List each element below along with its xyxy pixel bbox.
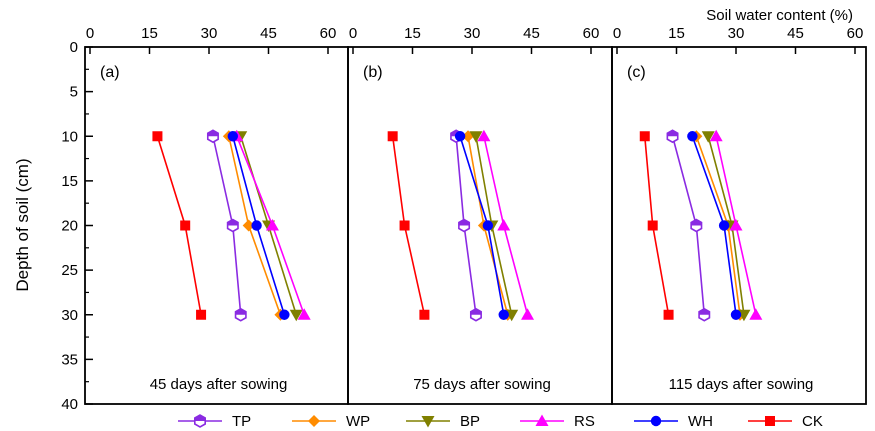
legend-marker-CK xyxy=(765,416,775,426)
legend-item-CK: CK xyxy=(748,413,823,430)
y-tick-label-5: 5 xyxy=(70,84,78,101)
point-WH-2-20 xyxy=(482,220,494,231)
x-tick-label-3-0: 0 xyxy=(613,25,621,42)
point-WH-3-30 xyxy=(730,309,742,320)
point-CK-1-20 xyxy=(180,220,191,231)
legend-label-RS: RS xyxy=(574,413,595,430)
x-tick-label-3-30: 30 xyxy=(728,25,745,42)
legend-marker-WH xyxy=(650,415,662,427)
x-tick-label-1-45: 45 xyxy=(260,25,277,42)
panel-label-1: (a) xyxy=(100,64,120,81)
legend-item-TP: TP xyxy=(178,413,251,430)
x-tick-label-1-60: 60 xyxy=(320,25,337,42)
panel-caption-2: 75 days after sowing xyxy=(413,376,551,393)
legend: TP WP BP RS WH CK xyxy=(178,413,823,430)
legend-marker-RS xyxy=(535,414,549,426)
x-tick-label-3-60: 60 xyxy=(847,25,864,42)
panel-label-3: (c) xyxy=(627,64,646,81)
point-WP-1-20 xyxy=(242,219,255,232)
y-tick-label-15: 15 xyxy=(61,173,78,190)
legend-label-CK: CK xyxy=(802,413,823,430)
x-tick-label-2-30: 30 xyxy=(464,25,481,42)
y-tick-label-10: 10 xyxy=(61,128,78,145)
y-axis-title: Depth of soil (cm) xyxy=(13,158,32,291)
point-TP-1-20 xyxy=(226,218,239,233)
legend-item-WH: WH xyxy=(634,413,713,430)
legend-label-WH: WH xyxy=(688,413,713,430)
x-tick-label-3-45: 45 xyxy=(787,25,804,42)
point-CK-2-10 xyxy=(387,131,398,142)
point-BP-3-10 xyxy=(701,131,715,143)
plot-area: 0 5 10 15 20 25 30 35 40 0 15 30 45 60 (a) 45 days afte… xyxy=(61,25,867,413)
panel-caption-3: 115 days after sowing xyxy=(669,376,814,393)
x-tick-label-2-45: 45 xyxy=(523,25,540,42)
point-BP-1-30 xyxy=(289,309,303,322)
point-RS-2-20 xyxy=(497,219,511,231)
x-tick-label-1-0: 0 xyxy=(86,25,94,42)
point-CK-3-20 xyxy=(647,220,658,231)
y-tick-label-25: 25 xyxy=(61,262,78,279)
point-CK-3-10 xyxy=(639,131,650,142)
point-CK-2-20 xyxy=(399,220,410,231)
x-tick-label-1-30: 30 xyxy=(201,25,218,42)
y-tick-label-35: 35 xyxy=(61,351,78,368)
panel-2: 0 15 30 45 60 (b) 75 days after sowing xyxy=(347,25,613,405)
point-RS-3-30 xyxy=(749,308,763,320)
point-RS-2-30 xyxy=(521,308,535,320)
legend-item-RS: RS xyxy=(520,413,595,430)
point-CK-1-30 xyxy=(196,309,207,320)
x-tick-label-2-60: 60 xyxy=(583,25,600,42)
point-TP-3-30 xyxy=(698,307,711,322)
panel-1: 0 15 30 45 60 (a) 45 days after sowing xyxy=(84,25,349,405)
series-line-CK-1 xyxy=(156,136,202,315)
point-CK-3-30 xyxy=(663,309,674,320)
x-tick-label-3-15: 15 xyxy=(668,25,685,42)
point-WH-2-30 xyxy=(498,309,509,320)
point-BP-2-10 xyxy=(469,131,483,143)
panel-frame-3 xyxy=(611,46,867,405)
point-WH-3-20 xyxy=(718,220,730,231)
point-TP-2-30 xyxy=(469,307,482,322)
point-RS-3-20 xyxy=(729,219,743,231)
point-CK-1-10 xyxy=(152,131,163,142)
legend-marker-WP xyxy=(308,415,320,427)
y-tick-label-0: 0 xyxy=(70,39,78,56)
point-TP-2-20 xyxy=(458,218,471,233)
y-tick-label-30: 30 xyxy=(61,307,78,324)
panel-label-2: (b) xyxy=(363,64,383,81)
point-TP-1-30 xyxy=(234,307,247,322)
point-TP-3-10 xyxy=(666,129,679,144)
point-WH-1-20 xyxy=(251,220,262,231)
legend-item-WP: WP xyxy=(292,413,370,430)
x-axis-title: Soil water content (%) xyxy=(706,7,853,24)
legend-label-BP: BP xyxy=(460,413,480,430)
y-tick-label-40: 40 xyxy=(61,396,78,413)
point-RS-1-30 xyxy=(297,308,311,320)
point-WH-1-30 xyxy=(279,309,290,320)
legend-item-BP: BP xyxy=(406,413,480,430)
point-TP-1-10 xyxy=(206,129,219,144)
legend-marker-TP xyxy=(194,414,206,428)
legend-label-TP: TP xyxy=(232,413,251,430)
x-tick-label-2-15: 15 xyxy=(404,25,421,42)
legend-marker-BP xyxy=(421,416,435,428)
point-RS-2-10 xyxy=(477,129,491,142)
point-RS-3-10 xyxy=(709,129,723,142)
point-CK-2-30 xyxy=(419,309,430,320)
panel-frame-1 xyxy=(84,46,349,405)
panel-caption-1: 45 days after sowing xyxy=(150,376,288,393)
legend-label-WP: WP xyxy=(346,413,370,430)
panel-3: 0 15 30 45 60 (c) 115 days after sowing xyxy=(611,25,867,405)
point-RS-1-20 xyxy=(265,219,279,231)
point-WH-1-10 xyxy=(227,131,238,142)
point-WH-3-10 xyxy=(687,131,698,142)
point-TP-3-20 xyxy=(690,218,703,233)
x-tick-label-2-0: 0 xyxy=(349,25,357,42)
point-WH-2-10 xyxy=(454,131,466,142)
x-tick-label-1-15: 15 xyxy=(141,25,158,42)
y-tick-label-20: 20 xyxy=(61,218,78,235)
